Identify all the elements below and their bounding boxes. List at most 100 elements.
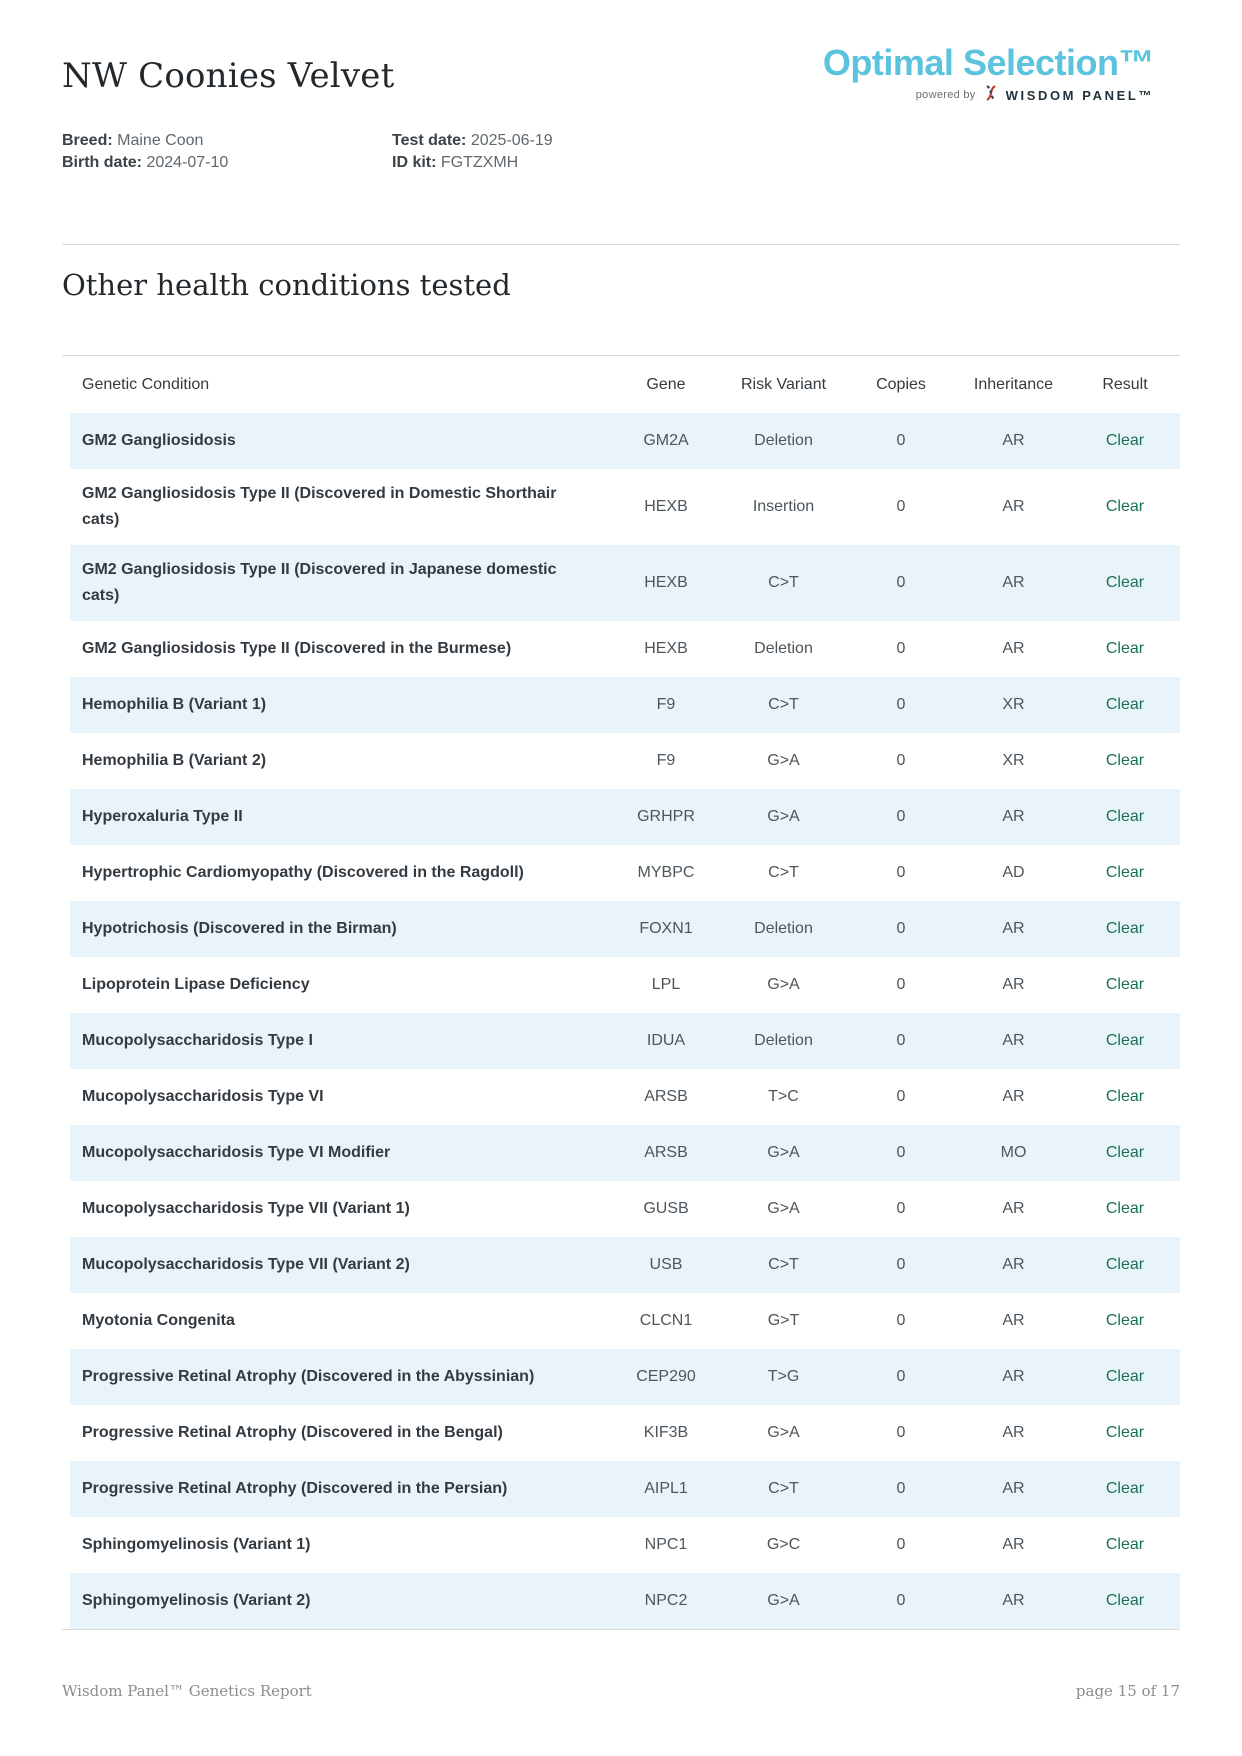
condition-cell: Hemophilia B (Variant 1)	[82, 696, 267, 713]
risk-variant-cell: T>G	[767, 1368, 800, 1385]
copies-cell: 0	[896, 1424, 906, 1441]
copies-cell: 0	[896, 1200, 906, 1217]
condition-cell: GM2 Gangliosidosis	[82, 432, 236, 449]
conditions-table: Genetic Condition Gene Risk Variant Copi…	[62, 355, 1180, 1630]
inheritance-cell: AR	[1002, 1480, 1025, 1497]
condition-cell: Mucopolysaccharidosis Type VI	[82, 1088, 324, 1105]
brand-wordmark: Optimal Selection™	[822, 42, 1155, 83]
copies-cell: 0	[896, 1312, 906, 1329]
table-row: GM2 Gangliosidosis GM2A Deletion 0 AR Cl…	[70, 413, 1180, 469]
condition-cell: Progressive Retinal Atrophy (Discovered …	[82, 1368, 535, 1385]
column-header-copies: Copies	[876, 375, 926, 393]
table-row: Mucopolysaccharidosis Type VII (Variant …	[70, 1181, 1180, 1237]
gene-cell: ARSB	[644, 1088, 688, 1105]
risk-variant-cell: C>T	[768, 1480, 799, 1497]
powered-by-row: powered by WISDOM PANEL™	[823, 84, 1154, 106]
table-row: Hyperoxaluria Type II GRHPR G>A 0 AR Cle…	[70, 789, 1180, 845]
copies-cell: 0	[896, 808, 906, 825]
result-cell: Clear	[1105, 1032, 1145, 1049]
condition-cell: Myotonia Congenita	[82, 1312, 235, 1329]
result-cell: Clear	[1105, 432, 1145, 449]
inheritance-cell: AR	[1002, 498, 1025, 515]
inheritance-cell: AR	[1002, 1368, 1025, 1385]
copies-cell: 0	[896, 498, 906, 515]
risk-variant-cell: C>T	[768, 574, 799, 591]
optimal-selection-logo: Optimal Selection™ powered by WISDOM PAN…	[822, 42, 1155, 106]
id-kit-label: ID kit:	[392, 154, 437, 171]
meta-birth-date: Birth date: 2024-07-10	[62, 152, 392, 174]
copies-cell: 0	[896, 640, 906, 657]
risk-variant-cell: G>T	[767, 1312, 800, 1329]
inheritance-cell: AR	[1002, 574, 1025, 591]
table-header: Genetic Condition Gene Risk Variant Copi…	[62, 356, 1180, 413]
risk-variant-cell: T>C	[768, 1088, 799, 1105]
table-row: Sphingomyelinosis (Variant 2) NPC2 G>A 0…	[70, 1573, 1180, 1629]
inheritance-cell: XR	[1002, 696, 1025, 713]
table-row: GM2 Gangliosidosis Type II (Discovered i…	[70, 621, 1180, 677]
page-title: NW Coonies Velvet	[62, 56, 395, 96]
condition-cell: Progressive Retinal Atrophy (Discovered …	[82, 1480, 508, 1497]
risk-variant-cell: G>A	[767, 1424, 800, 1441]
result-cell: Clear	[1105, 1088, 1145, 1105]
table-body: GM2 Gangliosidosis GM2A Deletion 0 AR Cl…	[70, 413, 1180, 1629]
powered-by-label: powered by	[915, 89, 976, 102]
copies-cell: 0	[896, 432, 906, 449]
copies-cell: 0	[896, 1368, 906, 1385]
condition-cell: Hemophilia B (Variant 2)	[82, 752, 267, 769]
birth-date-label: Birth date:	[62, 154, 142, 171]
gene-cell: NPC1	[644, 1536, 688, 1553]
result-cell: Clear	[1105, 1536, 1145, 1553]
table-row: Sphingomyelinosis (Variant 1) NPC1 G>C 0…	[70, 1517, 1180, 1573]
result-cell: Clear	[1105, 1200, 1145, 1217]
table-row: Hemophilia B (Variant 1) F9 C>T 0 XR Cle…	[70, 677, 1180, 733]
pet-meta: Breed: Maine Coon Test date: 2025-06-19 …	[62, 130, 553, 174]
result-cell: Clear	[1105, 1144, 1145, 1161]
risk-variant-cell: C>T	[768, 696, 799, 713]
risk-variant-cell: G>C	[766, 1536, 801, 1553]
birth-date-value: 2024-07-10	[146, 154, 229, 171]
gene-cell: NPC2	[644, 1592, 688, 1609]
gene-cell: HEXB	[644, 498, 688, 515]
table-row: Progressive Retinal Atrophy (Discovered …	[70, 1461, 1180, 1517]
copies-cell: 0	[896, 696, 906, 713]
gene-cell: F9	[656, 696, 676, 713]
table-row: Mucopolysaccharidosis Type I IDUA Deleti…	[70, 1013, 1180, 1069]
copies-cell: 0	[896, 1592, 906, 1609]
breed-value: Maine Coon	[117, 132, 204, 149]
meta-id-kit: ID kit: FGTZXMH	[392, 152, 553, 174]
table-row: Myotonia Congenita CLCN1 G>T 0 AR Clear	[70, 1293, 1180, 1349]
inheritance-cell: MO	[1000, 1144, 1027, 1161]
inheritance-cell: AR	[1002, 808, 1025, 825]
result-cell: Clear	[1105, 1424, 1145, 1441]
page-footer: Wisdom Panel™ Genetics Report page 15 of…	[62, 1682, 1180, 1700]
gene-cell: GM2A	[643, 432, 689, 449]
condition-cell: Hyperoxaluria Type II	[82, 808, 243, 825]
condition-cell: Mucopolysaccharidosis Type I	[82, 1032, 313, 1049]
gene-cell: ARSB	[644, 1144, 688, 1161]
condition-cell: Lipoprotein Lipase Deficiency	[82, 976, 310, 993]
inheritance-cell: AR	[1002, 1088, 1025, 1105]
copies-cell: 0	[896, 1480, 906, 1497]
condition-cell: Mucopolysaccharidosis Type VI Modifier	[82, 1144, 391, 1161]
meta-breed: Breed: Maine Coon	[62, 130, 392, 152]
copies-cell: 0	[896, 1032, 906, 1049]
result-cell: Clear	[1105, 696, 1145, 713]
risk-variant-cell: Insertion	[752, 498, 815, 515]
result-cell: Clear	[1105, 574, 1145, 591]
inheritance-cell: AR	[1002, 920, 1025, 937]
column-header-inheritance: Inheritance	[973, 375, 1054, 393]
inheritance-cell: AR	[1002, 1424, 1025, 1441]
risk-variant-cell: C>T	[768, 1256, 799, 1273]
result-cell: Clear	[1105, 1368, 1145, 1385]
table-row: Progressive Retinal Atrophy (Discovered …	[70, 1405, 1180, 1461]
inheritance-cell: AR	[1002, 1312, 1025, 1329]
inheritance-cell: AR	[1002, 1256, 1025, 1273]
gene-cell: GUSB	[643, 1200, 689, 1217]
table-row: Mucopolysaccharidosis Type VII (Variant …	[70, 1237, 1180, 1293]
footer-report-name: Wisdom Panel™ Genetics Report	[62, 1682, 312, 1700]
condition-cell: Sphingomyelinosis (Variant 2)	[82, 1592, 311, 1609]
section-title: Other health conditions tested	[62, 268, 511, 302]
risk-variant-cell: G>A	[767, 1592, 800, 1609]
gene-cell: KIF3B	[643, 1424, 689, 1441]
